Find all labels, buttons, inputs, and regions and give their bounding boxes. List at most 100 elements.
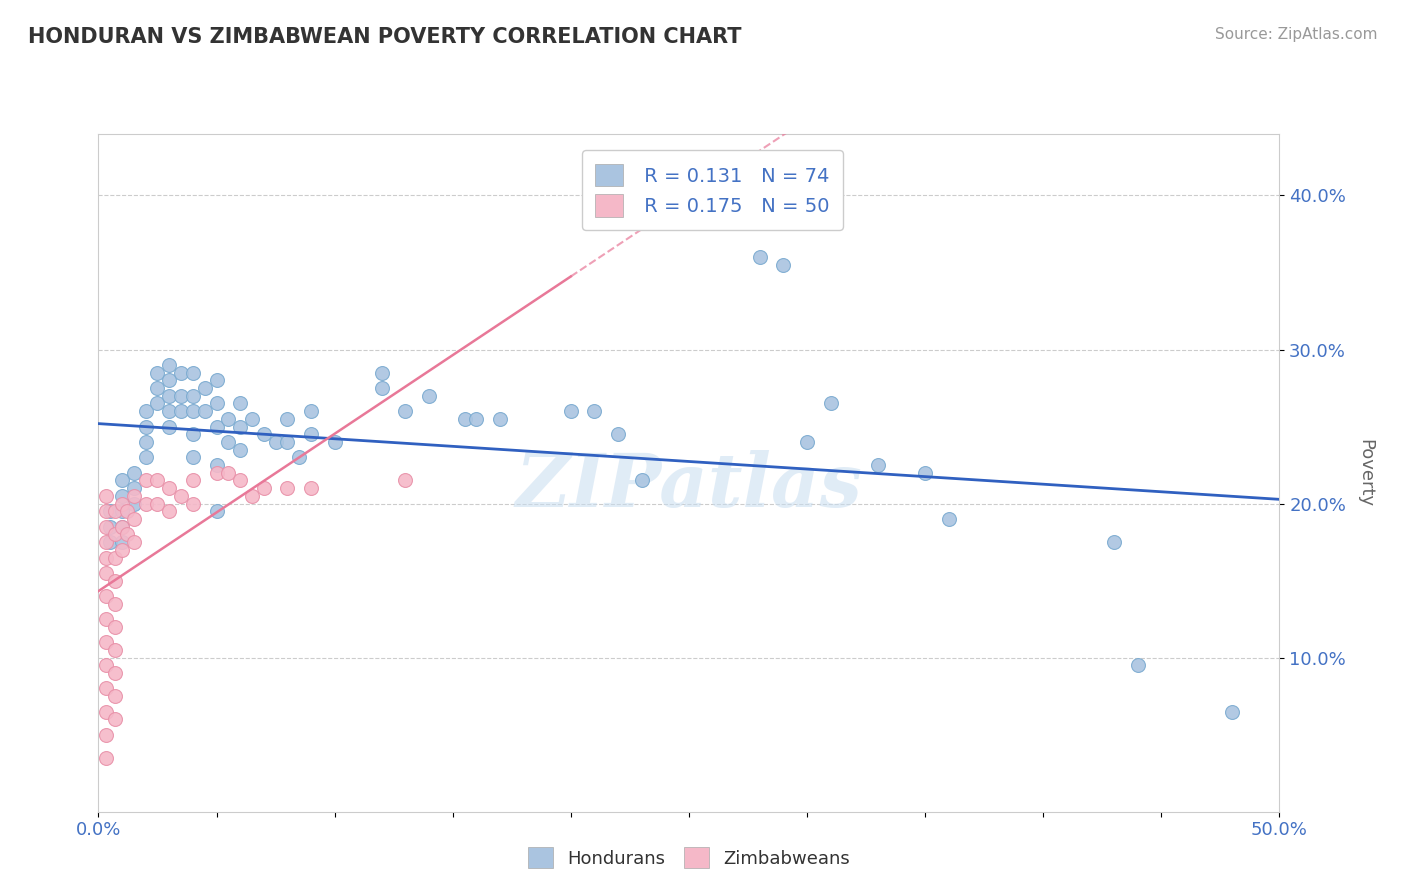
Point	[299, 481, 322, 495]
Point	[276, 412, 298, 426]
Point	[1126, 658, 1149, 673]
Point	[98, 535, 121, 549]
Point	[560, 404, 582, 418]
Point	[98, 519, 121, 533]
Point	[104, 504, 127, 518]
Point	[205, 396, 228, 410]
Point	[111, 497, 134, 511]
Point	[194, 381, 217, 395]
Point	[630, 474, 652, 488]
Point	[94, 751, 117, 765]
Point	[135, 404, 157, 418]
Point	[217, 466, 239, 480]
Point	[146, 497, 169, 511]
Point	[157, 481, 180, 495]
Point	[371, 366, 394, 380]
Point	[748, 250, 770, 264]
Point	[394, 404, 416, 418]
Point	[104, 712, 127, 726]
Point	[146, 381, 169, 395]
Point	[181, 427, 204, 442]
Point	[94, 705, 117, 719]
Point	[146, 474, 169, 488]
Point	[288, 450, 311, 465]
Point	[135, 434, 157, 449]
Text: HONDURAN VS ZIMBABWEAN POVERTY CORRELATION CHART: HONDURAN VS ZIMBABWEAN POVERTY CORRELATI…	[28, 27, 741, 46]
Point	[94, 612, 117, 626]
Point	[299, 404, 322, 418]
Point	[772, 258, 794, 272]
Point	[583, 404, 606, 418]
Point	[94, 535, 117, 549]
Point	[111, 519, 134, 533]
Point	[240, 412, 263, 426]
Point	[264, 434, 287, 449]
Point	[104, 550, 127, 565]
Text: Source: ZipAtlas.com: Source: ZipAtlas.com	[1215, 27, 1378, 42]
Point	[170, 389, 193, 403]
Point	[122, 512, 145, 526]
Point	[253, 481, 276, 495]
Point	[229, 419, 252, 434]
Point	[299, 427, 322, 442]
Point	[111, 474, 134, 488]
Point	[94, 489, 117, 503]
Point	[146, 396, 169, 410]
Point	[181, 404, 204, 418]
Point	[394, 474, 416, 488]
Point	[104, 620, 127, 634]
Point	[135, 450, 157, 465]
Text: ZIPatlas: ZIPatlas	[516, 450, 862, 523]
Point	[217, 412, 239, 426]
Point	[94, 658, 117, 673]
Point	[1102, 535, 1125, 549]
Point	[820, 396, 842, 410]
Point	[157, 389, 180, 403]
Point	[453, 412, 475, 426]
Point	[276, 481, 298, 495]
Point	[122, 535, 145, 549]
Point	[205, 466, 228, 480]
Point	[104, 643, 127, 657]
Point	[796, 434, 818, 449]
Point	[94, 728, 117, 742]
Point	[122, 497, 145, 511]
Point	[98, 504, 121, 518]
Point	[205, 458, 228, 472]
Point	[111, 519, 134, 533]
Point	[94, 681, 117, 696]
Point	[181, 474, 204, 488]
Point	[170, 366, 193, 380]
Point	[115, 527, 138, 541]
Point	[94, 550, 117, 565]
Point	[94, 589, 117, 603]
Point	[465, 412, 488, 426]
Point	[217, 434, 239, 449]
Point	[418, 389, 440, 403]
Point	[205, 373, 228, 387]
Point	[122, 481, 145, 495]
Point	[181, 389, 204, 403]
Point	[938, 512, 960, 526]
Point	[181, 497, 204, 511]
Point	[170, 489, 193, 503]
Point	[104, 666, 127, 681]
Point	[157, 504, 180, 518]
Point	[276, 434, 298, 449]
Point	[229, 474, 252, 488]
Point	[104, 574, 127, 588]
Point	[104, 689, 127, 703]
Point	[157, 373, 180, 387]
Point	[94, 566, 117, 580]
Point	[104, 527, 127, 541]
Point	[1220, 705, 1243, 719]
Point	[205, 419, 228, 434]
Point	[181, 450, 204, 465]
Point	[122, 489, 145, 503]
Point	[111, 504, 134, 518]
Point	[157, 419, 180, 434]
Point	[111, 535, 134, 549]
Point	[111, 489, 134, 503]
Point	[489, 412, 512, 426]
Point	[135, 497, 157, 511]
